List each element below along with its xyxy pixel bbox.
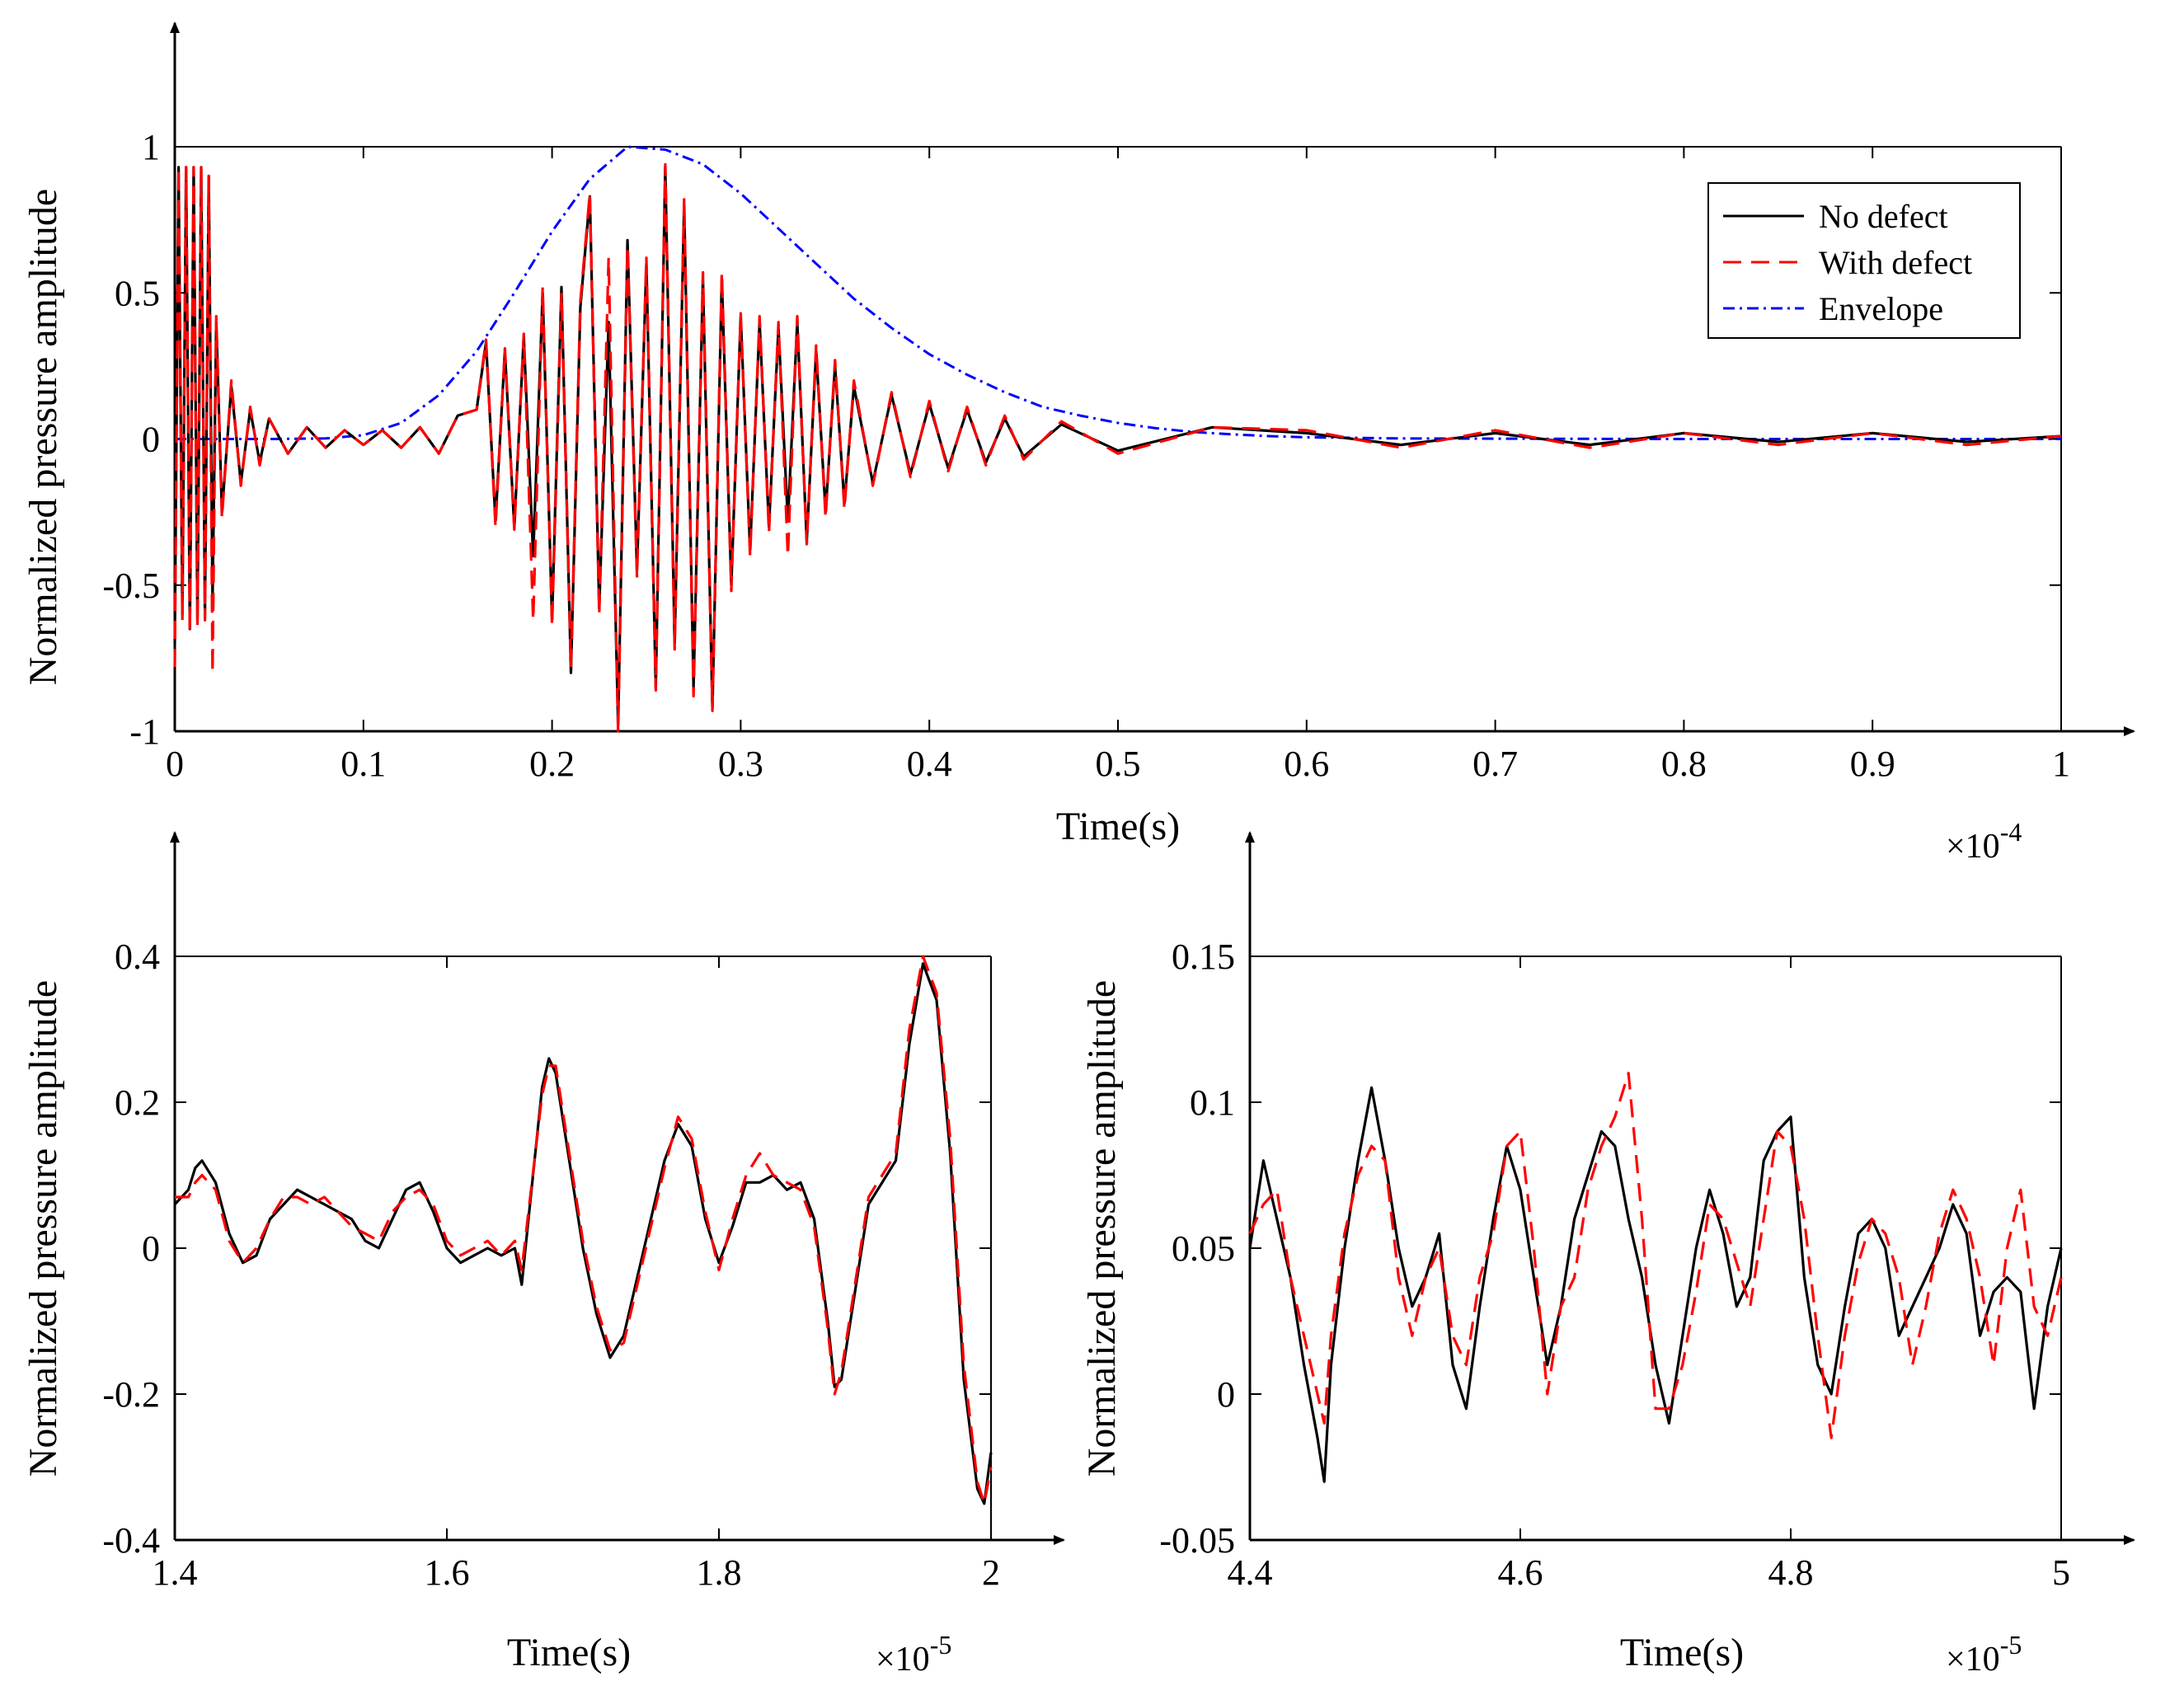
top-chart-x-tick-label: 0.5: [1096, 744, 1141, 784]
bottom-left-chart-y-tick-label: 0: [142, 1228, 160, 1269]
bottom-right-chart-y-tick-label: 0.05: [1172, 1228, 1235, 1269]
bottom-left-chart-x-multiplier-exponent: -5: [930, 1630, 952, 1660]
bottom-left-chart-y-ticks: -0.4 -0.2 0 0.2 0.4: [102, 937, 991, 1561]
top-chart-y-tick-label: 0: [142, 420, 160, 460]
bottom-right-chart-x-tick-label: 4.4: [1228, 1552, 1273, 1593]
legend-label-envelope: Envelope: [1819, 290, 1943, 327]
top-chart-x-tick-label: 0.8: [1661, 744, 1707, 784]
top-chart-y-tick-label: -1: [129, 711, 160, 752]
top-chart-series: [173, 145, 2062, 733]
top-chart-y-tick-label: 0.5: [115, 273, 160, 313]
top-chart-x-multiplier-exponent: -4: [2000, 817, 2022, 847]
top-chart-axes: [170, 21, 2135, 736]
bottom-right-chart-y-ticks: -0.05 0 0.05 0.1 0.15: [1159, 937, 2061, 1561]
bottom-right-chart-series: [1248, 1071, 2063, 1483]
legend-label-no-defect: No defect: [1819, 198, 1948, 235]
bottom-right-chart-series-no-defect: [1248, 1086, 2063, 1483]
top-chart-x-ticks: 0 0.1 0.2 0.3 0.4 0.5 0.6 0.7 0.8 0.9 1: [166, 147, 2070, 784]
legend-box: [1707, 182, 2021, 339]
bottom-right-chart-x-multiplier: ×10-5: [1946, 1630, 2022, 1679]
bottom-right-chart: 4.4 4.6 4.8 5 -0.05 0 0.05 0.1 0.15 Time(s) Nor…: [1080, 831, 2135, 1679]
top-chart-y-label: Normalized pressure amplitude: [21, 189, 65, 685]
bottom-left-chart-y-tick-label: -0.2: [102, 1374, 160, 1415]
top-chart-x-tick-label: 1: [2052, 744, 2070, 784]
top-chart-x-label: Time(s): [1056, 805, 1180, 848]
bottom-right-chart-axes: [1245, 831, 2135, 1545]
bottom-right-chart-y-tick-label: 0.1: [1190, 1082, 1235, 1123]
bottom-left-chart-y-tick-label: 0.4: [115, 937, 160, 977]
top-chart-x-tick-label: 0.3: [718, 744, 763, 784]
bottom-right-chart-x-label: Time(s): [1620, 1631, 1744, 1674]
bottom-right-chart-x-tick-label: 4.8: [1768, 1552, 1814, 1593]
bottom-left-chart-y-tick-label: -0.4: [102, 1520, 160, 1561]
bottom-left-chart-axes: [170, 831, 1065, 1545]
bottom-left-chart-x-tick-label: 2: [982, 1552, 1000, 1593]
top-chart-x-tick-label: 0: [166, 744, 184, 784]
bottom-left-chart-y-tick-label: 0.2: [115, 1082, 160, 1123]
top-chart-x-tick-label: 0.4: [907, 744, 952, 784]
bottom-right-chart-x-tick-label: 4.6: [1498, 1552, 1543, 1593]
bottom-right-chart-y-tick-label: -0.05: [1159, 1520, 1235, 1561]
bottom-left-chart-x-tick-label: 1.6: [425, 1552, 470, 1593]
legend-item-no-defect: No defect: [1723, 198, 1948, 235]
bottom-right-chart-x-multiplier-base: ×10: [1946, 1641, 2000, 1679]
top-chart-x-multiplier-base: ×10: [1946, 828, 2000, 866]
bottom-left-chart-x-tick-label: 1.4: [153, 1552, 198, 1593]
top-chart-x-tick-label: 0.7: [1472, 744, 1518, 784]
top-chart-x-tick-label: 0.2: [529, 744, 575, 784]
top-chart-x-tick-label: 0.1: [341, 744, 386, 784]
bottom-left-chart-x-label: Time(s): [507, 1631, 631, 1674]
top-chart: 0 0.1 0.2 0.3 0.4 0.5 0.6 0.7 0.8 0.9 1 -1 -0.5 0 0.5…: [21, 21, 2135, 866]
bottom-left-chart-series: [173, 955, 993, 1505]
bottom-right-chart-y-tick-label: 0.15: [1172, 937, 1235, 977]
top-chart-x-tick-label: 0.6: [1284, 744, 1329, 784]
bottom-left-chart-x-ticks: 1.4 1.6 1.8 2: [153, 956, 1000, 1593]
top-chart-series-envelope: [175, 145, 2061, 440]
bottom-right-chart-y-label: Normalized pressure amplitude: [1080, 980, 1124, 1477]
bottom-right-chart-x-tick-label: 5: [2052, 1552, 2070, 1593]
bottom-right-chart-series-with-defect: [1248, 1071, 2063, 1439]
legend-label-with-defect: With defect: [1819, 244, 1972, 281]
bottom-left-chart-y-label: Normalized pressure amplitude: [21, 980, 65, 1477]
bottom-left-chart-x-multiplier-base: ×10: [876, 1641, 930, 1679]
bottom-right-chart-y-tick-label: 0: [1217, 1374, 1235, 1415]
legend-item-envelope: Envelope: [1723, 290, 1943, 327]
bottom-right-chart-x-ticks: 4.4 4.6 4.8 5: [1228, 956, 2070, 1593]
legend-item-with-defect: With defect: [1723, 244, 1972, 281]
top-chart-x-multiplier: ×10-4: [1946, 817, 2022, 866]
top-chart-y-ticks: -1 -0.5 0 0.5 1: [102, 127, 2061, 752]
bottom-right-chart-x-multiplier-exponent: -5: [2000, 1630, 2022, 1660]
top-chart-x-tick-label: 0.9: [1850, 744, 1895, 784]
bottom-left-chart-x-multiplier: ×10-5: [876, 1630, 951, 1679]
bottom-left-chart: 1.4 1.6 1.8 2 -0.4 -0.2 0 0.2 0.4 Time(s) Norma…: [21, 831, 1065, 1679]
legend: No defect With defect Envelope: [1707, 182, 2021, 339]
bottom-left-chart-x-tick-label: 1.8: [697, 1552, 742, 1593]
top-chart-y-tick-label: 1: [142, 127, 160, 167]
bottom-left-chart-series-with-defect: [175, 955, 993, 1505]
top-chart-y-tick-label: -0.5: [102, 566, 160, 606]
